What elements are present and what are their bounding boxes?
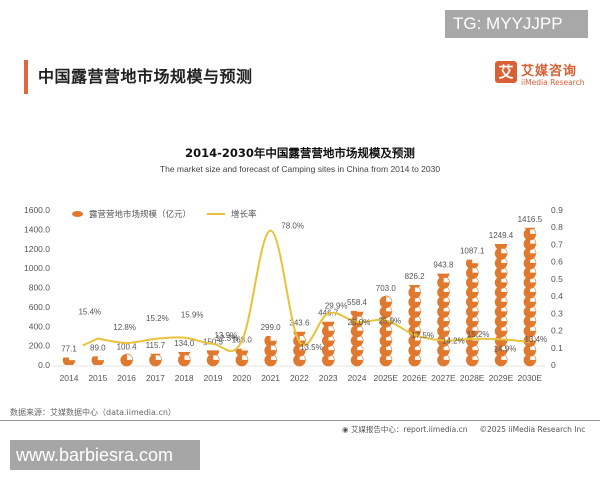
svg-text:12.3%: 12.3% (216, 334, 239, 343)
svg-text:14.9%: 14.9% (494, 344, 517, 353)
svg-text:800.0: 800.0 (29, 283, 51, 293)
svg-text:2024: 2024 (348, 373, 367, 383)
svg-text:1000.0: 1000.0 (24, 263, 50, 273)
svg-text:77.1: 77.1 (61, 345, 77, 354)
svg-text:2016: 2016 (117, 373, 136, 383)
svg-text:134.0: 134.0 (174, 339, 195, 348)
svg-text:600.0: 600.0 (29, 302, 51, 312)
svg-text:2019: 2019 (204, 373, 223, 383)
svg-text:13.4%: 13.4% (524, 335, 547, 344)
svg-text:150.5: 150.5 (203, 337, 224, 346)
svg-text:1400.0: 1400.0 (24, 224, 50, 234)
svg-text:1249.4: 1249.4 (489, 231, 514, 240)
svg-text:826.2: 826.2 (405, 272, 426, 281)
svg-text:15.2%: 15.2% (467, 330, 490, 339)
svg-text:558.4: 558.4 (347, 298, 368, 307)
svg-text:2018: 2018 (175, 373, 194, 383)
svg-text:1416.5: 1416.5 (518, 215, 543, 224)
svg-text:14.2%: 14.2% (442, 337, 465, 346)
legend-label-growth-rate: 增长率 (231, 210, 257, 220)
svg-text:1600.0: 1600.0 (24, 205, 50, 215)
svg-text:0.3: 0.3 (551, 308, 563, 318)
svg-text:13.5%: 13.5% (300, 343, 323, 352)
svg-text:2030E: 2030E (518, 373, 543, 383)
svg-text:0: 0 (551, 360, 556, 370)
svg-text:0.2: 0.2 (551, 326, 563, 336)
svg-text:78.0%: 78.0% (281, 222, 304, 231)
logo-name-cn: 艾媒咨询 (521, 64, 578, 79)
svg-text:115.7: 115.7 (146, 341, 166, 350)
svg-text:1087.1: 1087.1 (460, 247, 485, 256)
svg-text:15.4%: 15.4% (78, 307, 101, 316)
svg-text:13.9%: 13.9% (214, 331, 237, 340)
line-legend-icon (207, 213, 226, 215)
pie-legend-icon (72, 211, 83, 217)
svg-text:2021: 2021 (261, 373, 280, 383)
svg-text:2027E: 2027E (431, 373, 456, 383)
svg-text:2025E: 2025E (374, 373, 399, 383)
svg-text:2022: 2022 (290, 373, 309, 383)
svg-text:0.7: 0.7 (551, 239, 563, 249)
legend-label-market-size: 露营营地市场规模（亿元） (89, 210, 192, 220)
svg-text:299.0: 299.0 (261, 323, 282, 332)
svg-text:703.0: 703.0 (376, 284, 397, 293)
watermark: www.barbiesra.com (10, 440, 200, 470)
footer-divider (0, 420, 600, 421)
svg-text:29.9%: 29.9% (325, 302, 348, 311)
logo-name-en: iiMedia Research (521, 78, 585, 87)
chart-subtitle: The market size and forecast of Camping … (159, 164, 441, 174)
svg-text:17.5%: 17.5% (411, 331, 434, 340)
svg-text:2014: 2014 (60, 373, 79, 383)
svg-text:2028E: 2028E (460, 373, 485, 383)
svg-text:12.8%: 12.8% (113, 323, 136, 332)
svg-text:0.0: 0.0 (38, 360, 50, 370)
svg-text:2029E: 2029E (489, 373, 514, 383)
svg-text:200.0: 200.0 (29, 341, 51, 351)
svg-text:0.1: 0.1 (551, 343, 563, 353)
svg-text:0.9: 0.9 (551, 205, 563, 215)
svg-text:0.6: 0.6 (551, 257, 563, 267)
svg-text:100.4: 100.4 (117, 342, 138, 351)
svg-text:25.0%: 25.0% (348, 318, 371, 327)
svg-text:400.0: 400.0 (29, 321, 51, 331)
title-accent-bar (24, 60, 28, 94)
footer-credits: ◉ 艾媒报告中心：report.iimedia.cn ©2025 iiMedia… (342, 424, 585, 435)
report-center-icon: ◉ (342, 425, 349, 434)
svg-text:943.8: 943.8 (433, 261, 454, 270)
svg-text:15.9%: 15.9% (181, 311, 204, 320)
svg-text:2026E: 2026E (402, 373, 427, 383)
svg-text:2020: 2020 (232, 373, 251, 383)
svg-text:15.2%: 15.2% (146, 314, 169, 323)
svg-text:89.0: 89.0 (90, 343, 106, 352)
chart-title: 2014-2030年中国露营营地市场规模及预测 (185, 146, 415, 160)
chart-legend: 露营营地市场规模（亿元） 增长率 (72, 208, 257, 220)
svg-text:0.8: 0.8 (551, 222, 563, 232)
svg-text:2023: 2023 (319, 373, 338, 383)
svg-text:1200.0: 1200.0 (24, 244, 50, 254)
svg-text:2015: 2015 (88, 373, 107, 383)
report-center-link: 艾媒报告中心：report.iimedia.cn (350, 425, 468, 434)
data-source: 数据来源：艾媒数据中心（data.iimedia.cn） (10, 408, 176, 417)
chart-plot: 0.0 200.0 400.0 600.0 800.0 1000.0 1200.0 1400.… (24, 205, 563, 383)
copyright: ©2025 iiMedia Research Inc (479, 425, 586, 434)
page-title: 中国露营营地市场规模与预测 (38, 67, 253, 86)
tg-badge: TG: MYYJJPP (445, 10, 588, 38)
svg-text:0.4: 0.4 (551, 291, 563, 301)
svg-text:0.5: 0.5 (551, 274, 563, 284)
svg-text:343.6: 343.6 (289, 319, 310, 328)
svg-text:2017: 2017 (146, 373, 165, 383)
svg-text:25.9%: 25.9% (378, 316, 401, 325)
iimedia-logo-icon: 艾 (495, 61, 517, 83)
